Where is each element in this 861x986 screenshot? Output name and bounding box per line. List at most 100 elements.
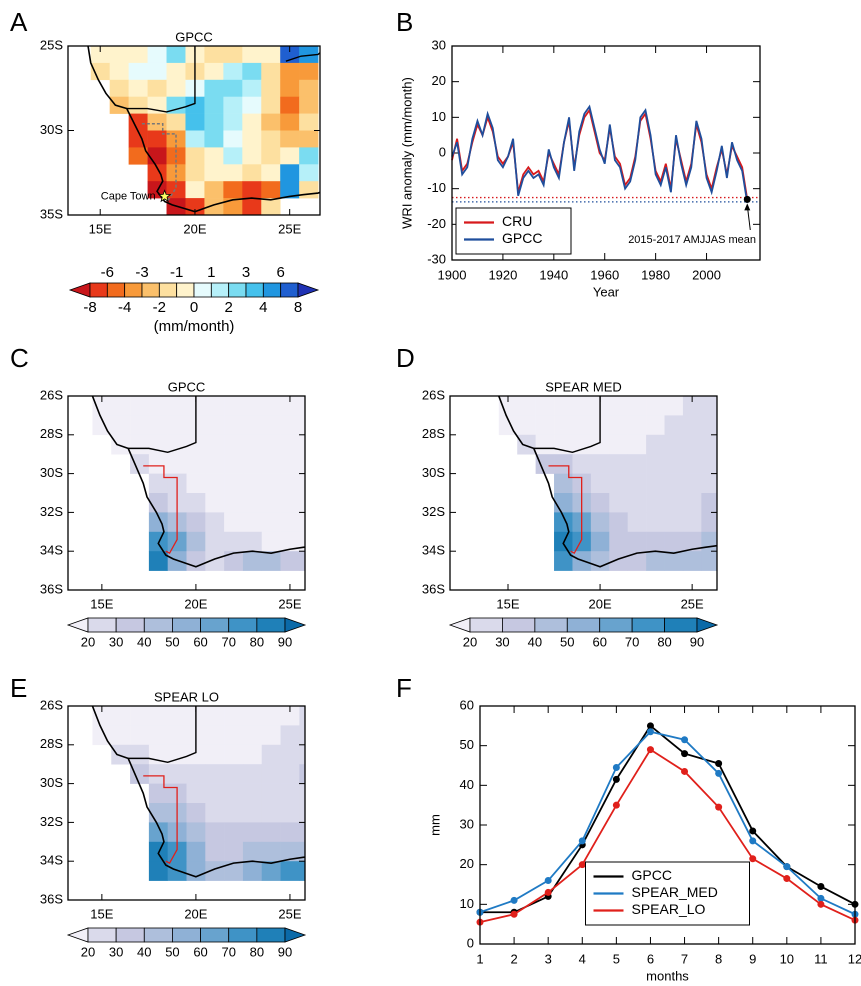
colorbar-swatch bbox=[210, 282, 230, 298]
colorbar-label: 30 bbox=[495, 634, 509, 649]
grid-cell bbox=[130, 725, 150, 746]
y-tick-label: 26S bbox=[40, 387, 63, 402]
grid-cell bbox=[299, 181, 319, 199]
colorbar-swatch bbox=[228, 927, 258, 943]
grid-cell bbox=[280, 706, 300, 726]
grid-cell bbox=[109, 79, 129, 97]
legend-label: SPEAR_MED bbox=[632, 884, 718, 900]
grid-cell bbox=[242, 454, 263, 474]
x-tick-label: 1940 bbox=[539, 267, 568, 282]
colorbar-label: -3 bbox=[135, 264, 148, 281]
colorbar-swatch bbox=[469, 617, 503, 633]
grid-cell bbox=[109, 46, 129, 64]
grid-cell bbox=[261, 164, 281, 182]
grid-cell bbox=[627, 493, 647, 513]
frame bbox=[67, 395, 306, 591]
grid-cell bbox=[261, 454, 281, 474]
grid-cell bbox=[186, 803, 206, 823]
grid-cell bbox=[627, 434, 647, 455]
grid-cell bbox=[627, 396, 647, 416]
grid-cell bbox=[261, 198, 281, 215]
grid-cell bbox=[280, 512, 300, 533]
grid-cell bbox=[205, 434, 225, 455]
grid-cell bbox=[280, 725, 300, 746]
x-tick-label: 1980 bbox=[641, 267, 670, 282]
grid-cell bbox=[242, 512, 263, 533]
grid-cell bbox=[664, 551, 684, 571]
grid-cell bbox=[299, 512, 305, 533]
grid-cell bbox=[148, 493, 168, 513]
x-tick-label: 8 bbox=[715, 951, 722, 966]
x-tick-label: 15E bbox=[496, 596, 519, 611]
point bbox=[681, 750, 689, 758]
grid-cell bbox=[535, 434, 555, 455]
grid-cell bbox=[664, 396, 684, 416]
y-tick-label: 36S bbox=[422, 581, 445, 596]
colorbar-swatch bbox=[262, 282, 282, 298]
grid-cell bbox=[224, 415, 244, 436]
grid-cell bbox=[204, 113, 224, 131]
grid-cell bbox=[664, 512, 684, 533]
grid-cell bbox=[185, 181, 205, 199]
grid-cell bbox=[261, 493, 281, 513]
grid-cell bbox=[111, 706, 131, 726]
grid-cell bbox=[554, 396, 573, 416]
grid-cell bbox=[280, 473, 300, 494]
grid-cell bbox=[166, 181, 186, 199]
grid-cell bbox=[205, 512, 225, 533]
y-tick-label: 26S bbox=[422, 387, 445, 402]
grid-cell bbox=[299, 744, 305, 765]
grid-cell bbox=[224, 512, 244, 533]
grid-cell bbox=[223, 46, 243, 64]
grid-cell bbox=[280, 861, 300, 881]
border bbox=[688, 377, 729, 394]
grid-cell bbox=[224, 744, 244, 765]
grid-cell bbox=[299, 841, 305, 862]
grid-cell bbox=[242, 493, 263, 513]
grid-cell bbox=[242, 113, 262, 131]
grid-cell bbox=[166, 113, 186, 131]
point bbox=[578, 837, 586, 845]
grid-cell bbox=[609, 415, 628, 436]
map-area bbox=[68, 706, 305, 900]
map-title: SPEAR MED bbox=[545, 379, 622, 394]
grid-cell bbox=[128, 113, 148, 131]
colorbar-swatch bbox=[228, 617, 258, 633]
grid-cell bbox=[517, 396, 536, 416]
grid-cell bbox=[223, 113, 243, 131]
grid-cell bbox=[186, 434, 206, 455]
grid-cell bbox=[147, 46, 167, 64]
grid-cell bbox=[299, 493, 305, 513]
grid-cell bbox=[261, 783, 281, 804]
y-tick-label: 50 bbox=[460, 737, 474, 752]
colorbar-label: 80 bbox=[250, 634, 264, 649]
grid-cell bbox=[261, 531, 281, 552]
colorbar-label: 70 bbox=[221, 944, 235, 959]
grid-cell bbox=[223, 62, 243, 81]
colorbar-swatch bbox=[502, 617, 536, 633]
grid-cell bbox=[90, 46, 110, 64]
point bbox=[749, 855, 757, 863]
map-title: GPCC bbox=[175, 29, 213, 44]
grid-cell bbox=[147, 79, 167, 97]
x-axis-title: months bbox=[646, 968, 689, 983]
colorbar-label: 50 bbox=[165, 634, 179, 649]
colorbar-swatch bbox=[256, 617, 286, 633]
grid-cell bbox=[261, 861, 281, 881]
colorbar-label: 8 bbox=[294, 299, 302, 316]
colorbar-label: 1 bbox=[207, 264, 215, 281]
grid-cell bbox=[299, 764, 305, 784]
grid-cell bbox=[205, 551, 225, 571]
region-outline bbox=[143, 465, 178, 555]
grid-cell bbox=[186, 783, 206, 804]
x-tick-label: 2 bbox=[510, 951, 517, 966]
grid-cell bbox=[224, 434, 244, 455]
grid-cell bbox=[224, 725, 244, 746]
grid-cell bbox=[280, 493, 300, 513]
grid-cell bbox=[609, 551, 628, 571]
y-tick-label: 30 bbox=[432, 37, 446, 52]
grid-cell bbox=[664, 493, 684, 513]
point bbox=[681, 767, 689, 775]
colorbar-swatch bbox=[284, 617, 307, 633]
